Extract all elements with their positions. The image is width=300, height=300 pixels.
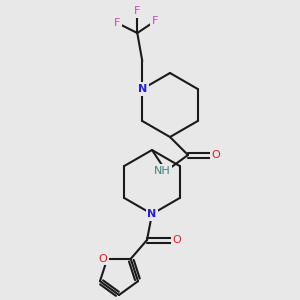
Text: F: F bbox=[152, 16, 158, 26]
Text: O: O bbox=[172, 235, 182, 245]
Text: F: F bbox=[134, 6, 140, 16]
Text: F: F bbox=[114, 18, 121, 28]
Text: O: O bbox=[212, 150, 220, 160]
Text: N: N bbox=[147, 209, 157, 219]
Text: NH: NH bbox=[154, 166, 170, 176]
Text: N: N bbox=[138, 84, 147, 94]
Text: O: O bbox=[99, 254, 108, 264]
